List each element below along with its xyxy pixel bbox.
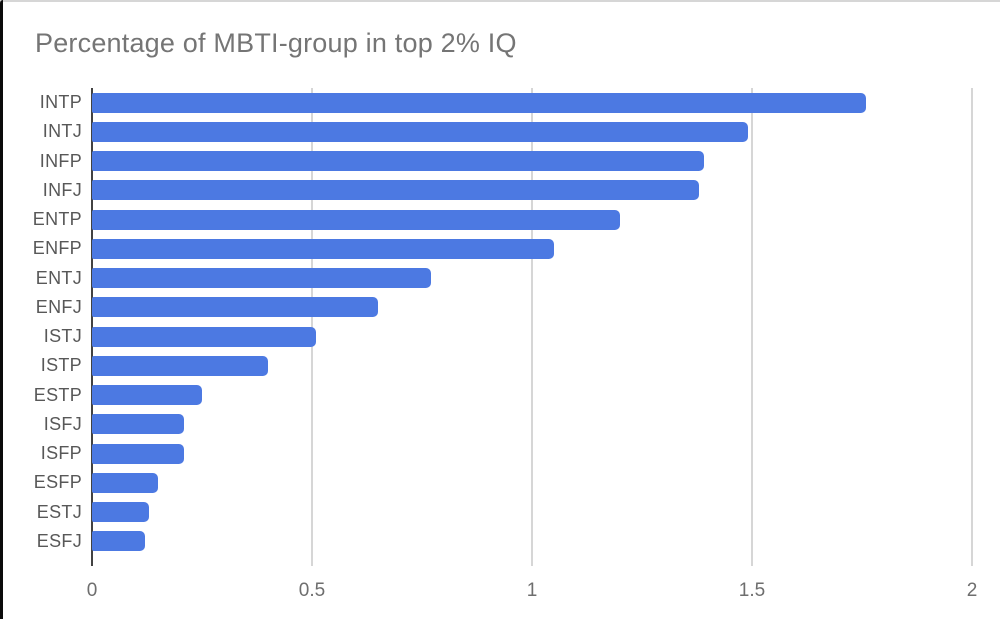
screen-edge-left [0,0,3,619]
bar [92,472,158,493]
bar [92,326,317,347]
x-tick-label: 0.5 [298,580,326,601]
category-label: INFP [39,150,82,171]
bar-row: ISFJ [44,410,972,439]
x-tick-label: 1 [526,580,538,601]
bar-row: INTJ [43,117,972,146]
x-tick-label: 1.5 [738,580,766,601]
bar-row: ESFP [34,468,972,497]
bar [92,151,704,172]
bar [92,355,268,376]
gridline [751,88,753,566]
category-label: ENFP [32,238,82,259]
bar [92,443,185,464]
bar-row: INTP [40,88,972,117]
category-label: INFJ [42,179,82,200]
bar-row: ISFP [41,439,972,468]
bar-row: ENFP [33,234,972,263]
bar-row: ESTP [34,381,972,410]
category-label: INTP [39,92,82,113]
bar [92,297,378,318]
bar-row: INFJ [43,176,972,205]
bar [92,209,620,230]
chart-title: Percentage of MBTI-group in top 2% IQ [35,28,517,58]
category-label: ISTJ [43,326,82,347]
category-label: INTJ [42,121,82,142]
gridline [531,88,533,566]
category-label: ISFP [40,443,82,464]
bar [92,268,431,289]
gridline [971,88,973,566]
bar-row: ISTJ [44,322,972,351]
x-tick-label: 0 [86,580,98,601]
bar-row: ENTP [33,205,972,234]
category-label: ENFJ [35,296,82,317]
bar-row: ENFJ [36,293,972,322]
bar [92,385,202,406]
category-label: ESFP [33,472,82,493]
bar [92,502,150,523]
category-label: ESTJ [36,501,82,522]
bar-row: ESTJ [37,498,972,527]
bar-row: INFP [40,147,972,176]
bar [92,414,185,435]
category-label: ISFJ [43,413,82,434]
bar [92,238,554,259]
category-label: ESFJ [36,530,82,551]
x-tick-label: 2 [966,580,978,601]
bar-row: ENTJ [36,264,972,293]
bar-row: ISTP [41,351,972,380]
category-label: ISTP [40,355,82,376]
bar [92,180,700,201]
bar [92,531,145,552]
screen-edge-top [0,0,1000,2]
category-label: ENTJ [35,267,82,288]
bar [92,121,748,142]
bar-row: ESFJ [37,527,972,556]
bar [92,92,867,113]
plot-area: 0 0.5 1 1.5 2 INTP INTJ INFP INFJ ENTP ENFP ENTJ ENF… [33,88,977,601]
category-label: ESTP [33,384,82,405]
category-label: ENTP [32,209,82,230]
